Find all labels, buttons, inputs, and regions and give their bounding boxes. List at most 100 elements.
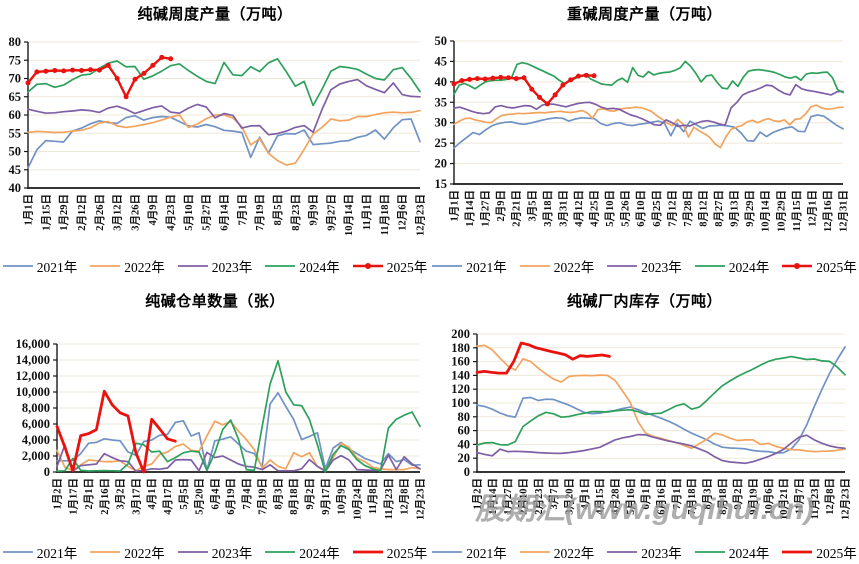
svg-text:12月8日: 12月8日	[399, 478, 411, 515]
svg-text:1月1日: 1月1日	[23, 194, 35, 226]
svg-text:9月29日: 9月29日	[744, 190, 756, 227]
legend-label: 2022年	[124, 546, 165, 561]
svg-text:8月18日: 8月18日	[717, 478, 729, 515]
svg-text:15: 15	[435, 177, 448, 191]
svg-text:6月14日: 6月14日	[219, 194, 231, 231]
marker-2025年	[544, 101, 550, 107]
legend-label: 2021年	[466, 260, 507, 275]
chart-soda-factory-inventory: 纯碱厂内库存（万吨） 200 180 160 140 120 100 80 60 40 20 0 1月…	[430, 282, 859, 564]
svg-text:10,000: 10,000	[16, 385, 50, 399]
legend-line-icon	[177, 265, 208, 267]
svg-text:50: 50	[9, 145, 22, 159]
series-2021年	[27, 114, 421, 169]
marker-2025年	[568, 77, 574, 83]
svg-text:2月26日: 2月26日	[94, 194, 106, 231]
svg-text:45: 45	[435, 54, 448, 68]
series-2021年	[476, 346, 846, 454]
legend-item-2022年: 2022年	[90, 256, 165, 276]
svg-text:12,000: 12,000	[16, 369, 50, 383]
svg-text:5月5日: 5月5日	[178, 478, 190, 510]
legend-item-2025年: 2025年	[782, 542, 857, 562]
svg-text:3月17日: 3月17日	[130, 478, 142, 515]
marker-2025年	[159, 54, 165, 60]
legend-item-2024年: 2024年	[265, 542, 340, 562]
svg-text:200: 200	[451, 327, 470, 341]
svg-text:3月20日: 3月20日	[564, 478, 576, 515]
chart-soda-warehouse-receipts: 纯碱仓单数量（张） 16,000 14,000 12,000 10,000 8,000 6…	[0, 282, 430, 564]
series-2024年	[27, 57, 421, 107]
svg-text:40: 40	[458, 437, 471, 451]
svg-text:1月14日: 1月14日	[464, 190, 476, 227]
svg-text:1月1日: 1月1日	[449, 190, 461, 222]
legend-line-icon	[90, 551, 121, 553]
svg-text:9月13日: 9月13日	[729, 190, 741, 227]
marker-2025年	[132, 76, 138, 82]
svg-text:1月29日: 1月29日	[58, 194, 70, 231]
svg-text:12月23日: 12月23日	[415, 478, 427, 520]
svg-text:2月23日: 2月23日	[533, 478, 545, 515]
legend-item-2024年: 2024年	[265, 256, 340, 276]
svg-text:3月31日: 3月31日	[557, 190, 569, 227]
svg-text:6月1日: 6月1日	[640, 478, 652, 510]
svg-text:4月9日: 4月9日	[147, 194, 159, 226]
svg-text:12月23日: 12月23日	[840, 478, 852, 520]
marker-2025年	[575, 73, 581, 79]
legend-label: 2022年	[553, 546, 595, 561]
svg-text:5月27日: 5月27日	[201, 194, 213, 231]
series-2023年	[27, 78, 421, 136]
series-2024年	[476, 355, 846, 446]
svg-text:8,000: 8,000	[22, 401, 50, 415]
legend-item-2024年: 2024年	[694, 256, 769, 276]
series-2022年	[56, 420, 421, 472]
series-2022年	[27, 109, 421, 166]
svg-text:1月17日: 1月17日	[67, 478, 79, 515]
svg-text:3月7日: 3月7日	[548, 478, 560, 510]
legend-label: 2024年	[299, 546, 340, 561]
svg-text:3月18日: 3月18日	[542, 190, 554, 227]
legend-label: 2025年	[386, 260, 428, 275]
x-axis-labels: 1月1日 1月15日 1月29日 2月12日 2月26日 3月12日 3月26日 4月9日 4月…	[23, 194, 427, 236]
svg-text:9月2日: 9月2日	[732, 478, 744, 510]
svg-text:4月17日: 4月17日	[162, 478, 174, 515]
svg-text:9月19日: 9月19日	[748, 478, 760, 515]
svg-text:35: 35	[435, 95, 448, 109]
svg-text:8月5日: 8月5日	[272, 194, 284, 226]
legend-label: 2021年	[36, 260, 78, 275]
svg-text:140: 140	[451, 368, 470, 382]
plot-soda-warehouse-receipts: 16,000 14,000 12,000 10,000 8,000 6,000 4,000 2…	[16, 337, 427, 520]
svg-text:11月8日: 11月8日	[367, 478, 379, 514]
svg-text:8月3日: 8月3日	[702, 478, 714, 510]
marker-2025年	[168, 56, 174, 62]
svg-text:3月12日: 3月12日	[112, 194, 124, 231]
legend-line-icon	[782, 550, 813, 554]
svg-text:6月16日: 6月16日	[656, 478, 668, 515]
chart-title: 重碱周度产量（万吨）	[566, 6, 722, 23]
svg-text:4月25日: 4月25日	[589, 190, 601, 227]
marker-2025年	[43, 68, 49, 74]
legend-line-icon	[90, 265, 121, 267]
svg-text:7月4日: 7月4日	[241, 478, 253, 510]
svg-text:2,000: 2,000	[22, 449, 50, 463]
svg-text:16,000: 16,000	[16, 337, 50, 351]
x-axis-labels: 1月2日 1月14日 1月27日 2月10日 2月23日 3月7日 3月20日 4月1日 4月1…	[472, 478, 852, 520]
svg-text:60: 60	[458, 424, 471, 438]
svg-text:7月28日: 7月28日	[682, 190, 694, 227]
marker-2025年	[87, 67, 93, 73]
svg-text:8月23日: 8月23日	[290, 194, 302, 231]
legend-item-2025年: 2025年	[352, 542, 427, 562]
svg-text:120: 120	[451, 382, 470, 396]
svg-text:2月9日: 2月9日	[495, 190, 507, 222]
marker-2025年	[61, 68, 67, 74]
svg-text:1月15日: 1月15日	[40, 194, 52, 231]
svg-text:1月2日: 1月2日	[472, 478, 484, 510]
legend-label: 2023年	[641, 260, 682, 275]
svg-text:3月5日: 3月5日	[526, 190, 538, 222]
svg-text:2月21日: 2月21日	[511, 190, 523, 227]
legend-label: 2021年	[466, 546, 507, 561]
svg-text:7月19日: 7月19日	[257, 478, 269, 515]
legend-line-icon	[432, 551, 463, 553]
legend-label: 2024年	[299, 260, 340, 275]
